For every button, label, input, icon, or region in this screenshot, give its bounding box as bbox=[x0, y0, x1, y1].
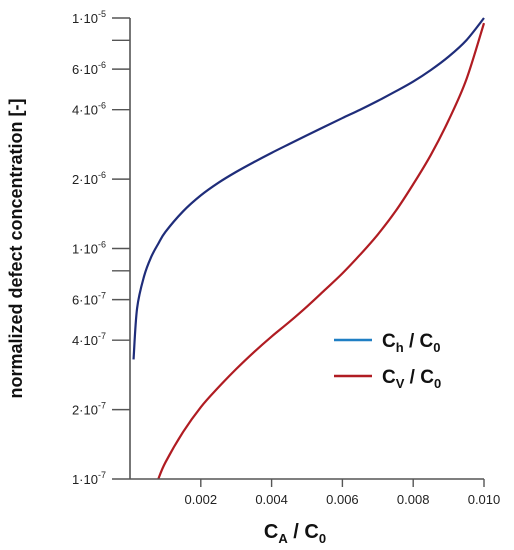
y-axis-title: normalized defect concentration [-] bbox=[6, 98, 26, 398]
x-tick-label: 0.006 bbox=[326, 492, 359, 507]
ticks: 1·10-7 2·10-7 4·10-7 6·10-7 1·10-6 2·10-6 4·10… bbox=[72, 9, 500, 507]
y-tick-label: 1·10-6 bbox=[72, 240, 106, 257]
y-tick-label: 4·10-7 bbox=[72, 331, 106, 348]
legend: Ch / C0 CV / C0 bbox=[334, 331, 441, 391]
legend-label: CV / C0 bbox=[382, 367, 441, 391]
y-tick-label: 6·10-6 bbox=[72, 60, 106, 77]
y-tick-label: 6·10-7 bbox=[72, 291, 106, 308]
axes bbox=[129, 18, 484, 480]
x-tick-label: 0.002 bbox=[185, 492, 218, 507]
y-tick-label: 2·10-6 bbox=[72, 170, 106, 187]
y-tick-label: 4·10-6 bbox=[72, 101, 106, 118]
series-line-h bbox=[132, 17, 485, 360]
axis-titles: CA / C0 normalized defect concentration [… bbox=[6, 98, 326, 546]
series-line-v bbox=[157, 22, 486, 480]
x-tick-label: 0.008 bbox=[397, 492, 430, 507]
y-tick-label: 1·10-5 bbox=[72, 9, 106, 26]
y-tick-label: 1·10-7 bbox=[72, 470, 106, 487]
x-axis-title: CA / C0 bbox=[264, 521, 326, 546]
y-tick-label: 2·10-7 bbox=[72, 401, 106, 418]
legend-label: Ch / C0 bbox=[382, 331, 441, 355]
x-tick-label: 0.010 bbox=[468, 492, 501, 507]
x-tick-label: 0.004 bbox=[255, 492, 288, 507]
plot-lines bbox=[132, 17, 486, 480]
